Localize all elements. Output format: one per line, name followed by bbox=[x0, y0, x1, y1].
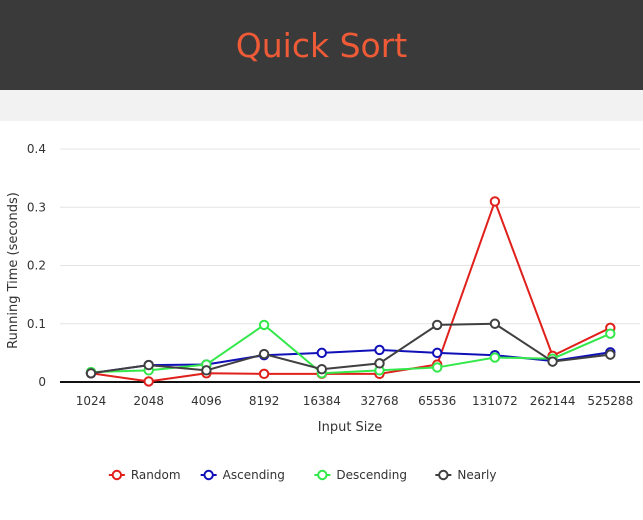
data-point bbox=[432, 319, 443, 331]
x-tick-label: 262144 bbox=[530, 394, 576, 408]
y-tick-label: 0 bbox=[38, 375, 46, 389]
data-point bbox=[143, 359, 154, 371]
legend-swatch-marker bbox=[111, 469, 123, 481]
grid-lines bbox=[60, 148, 640, 325]
x-tick-label: 2048 bbox=[133, 394, 164, 408]
data-point bbox=[143, 376, 154, 387]
y-axis-label: Running Time (seconds) bbox=[6, 192, 21, 349]
page-header: Quick Sort bbox=[0, 0, 643, 90]
legend[interactable]: Random Ascending Descending Nearly bbox=[108, 468, 497, 482]
data-point bbox=[489, 352, 501, 363]
data-point bbox=[432, 347, 443, 359]
y-tick-label: 0.3 bbox=[27, 200, 46, 214]
x-tick-label: 525288 bbox=[587, 394, 633, 408]
legend-label: Descending bbox=[336, 468, 407, 482]
data-point bbox=[316, 363, 327, 375]
data-point bbox=[258, 348, 270, 360]
x-tick-label: 8192 bbox=[249, 394, 280, 408]
series-group bbox=[85, 196, 616, 387]
y-tick-label: 0.4 bbox=[27, 142, 46, 156]
chart-container: 0 0.1 0.2 0.3 0.4 1024 2048 4096 8192 16384 32768… bbox=[0, 121, 643, 516]
legend-label: Random bbox=[131, 468, 181, 482]
x-tick-label: 1024 bbox=[76, 394, 107, 408]
legend-item-nearly[interactable]: Nearly bbox=[435, 468, 496, 482]
x-tick-label: 16384 bbox=[303, 394, 341, 408]
series-descending bbox=[85, 319, 616, 379]
data-point bbox=[547, 356, 558, 367]
legend-swatch-marker bbox=[317, 469, 328, 481]
series-line bbox=[90, 322, 611, 375]
line-chart: 0 0.1 0.2 0.3 0.4 1024 2048 4096 8192 16384 32768… bbox=[6, 142, 640, 482]
data-point bbox=[374, 344, 385, 356]
legend-label: Ascending bbox=[223, 468, 285, 482]
data-point bbox=[605, 328, 616, 339]
legend-item-ascending[interactable]: Ascending bbox=[200, 468, 285, 482]
y-tick-label: 0.2 bbox=[27, 259, 46, 273]
legend-swatch-marker bbox=[203, 469, 214, 481]
x-tick-label: 32768 bbox=[360, 394, 398, 408]
y-tick-label: 0.1 bbox=[27, 317, 46, 331]
subheader-band bbox=[0, 90, 643, 121]
data-point bbox=[258, 368, 270, 380]
data-point bbox=[605, 349, 616, 360]
data-point bbox=[316, 347, 327, 359]
data-point bbox=[489, 196, 501, 207]
page-title: Quick Sort bbox=[235, 25, 408, 65]
legend-label: Nearly bbox=[457, 468, 496, 482]
data-point bbox=[432, 362, 443, 373]
data-point bbox=[85, 368, 97, 379]
series-line bbox=[90, 198, 611, 383]
data-point bbox=[374, 358, 385, 369]
series-nearly bbox=[85, 318, 616, 379]
x-tick-label: 4096 bbox=[191, 394, 222, 408]
data-point bbox=[258, 319, 270, 331]
data-point bbox=[489, 318, 501, 329]
data-point bbox=[201, 365, 212, 376]
x-axis-label: Input Size bbox=[318, 420, 382, 435]
series-line bbox=[90, 348, 611, 375]
legend-swatch-marker bbox=[438, 469, 449, 481]
legend-item-random[interactable]: Random bbox=[108, 468, 181, 482]
x-tick-labels: 1024 2048 4096 8192 16384 32768 65536 131072 262… bbox=[76, 394, 633, 408]
legend-item-descending[interactable]: Descending bbox=[314, 468, 407, 482]
x-tick-label: 65536 bbox=[418, 394, 456, 408]
x-tick-label: 131072 bbox=[472, 394, 518, 408]
y-tick-labels: 0 0.1 0.2 0.3 0.4 bbox=[27, 142, 46, 389]
